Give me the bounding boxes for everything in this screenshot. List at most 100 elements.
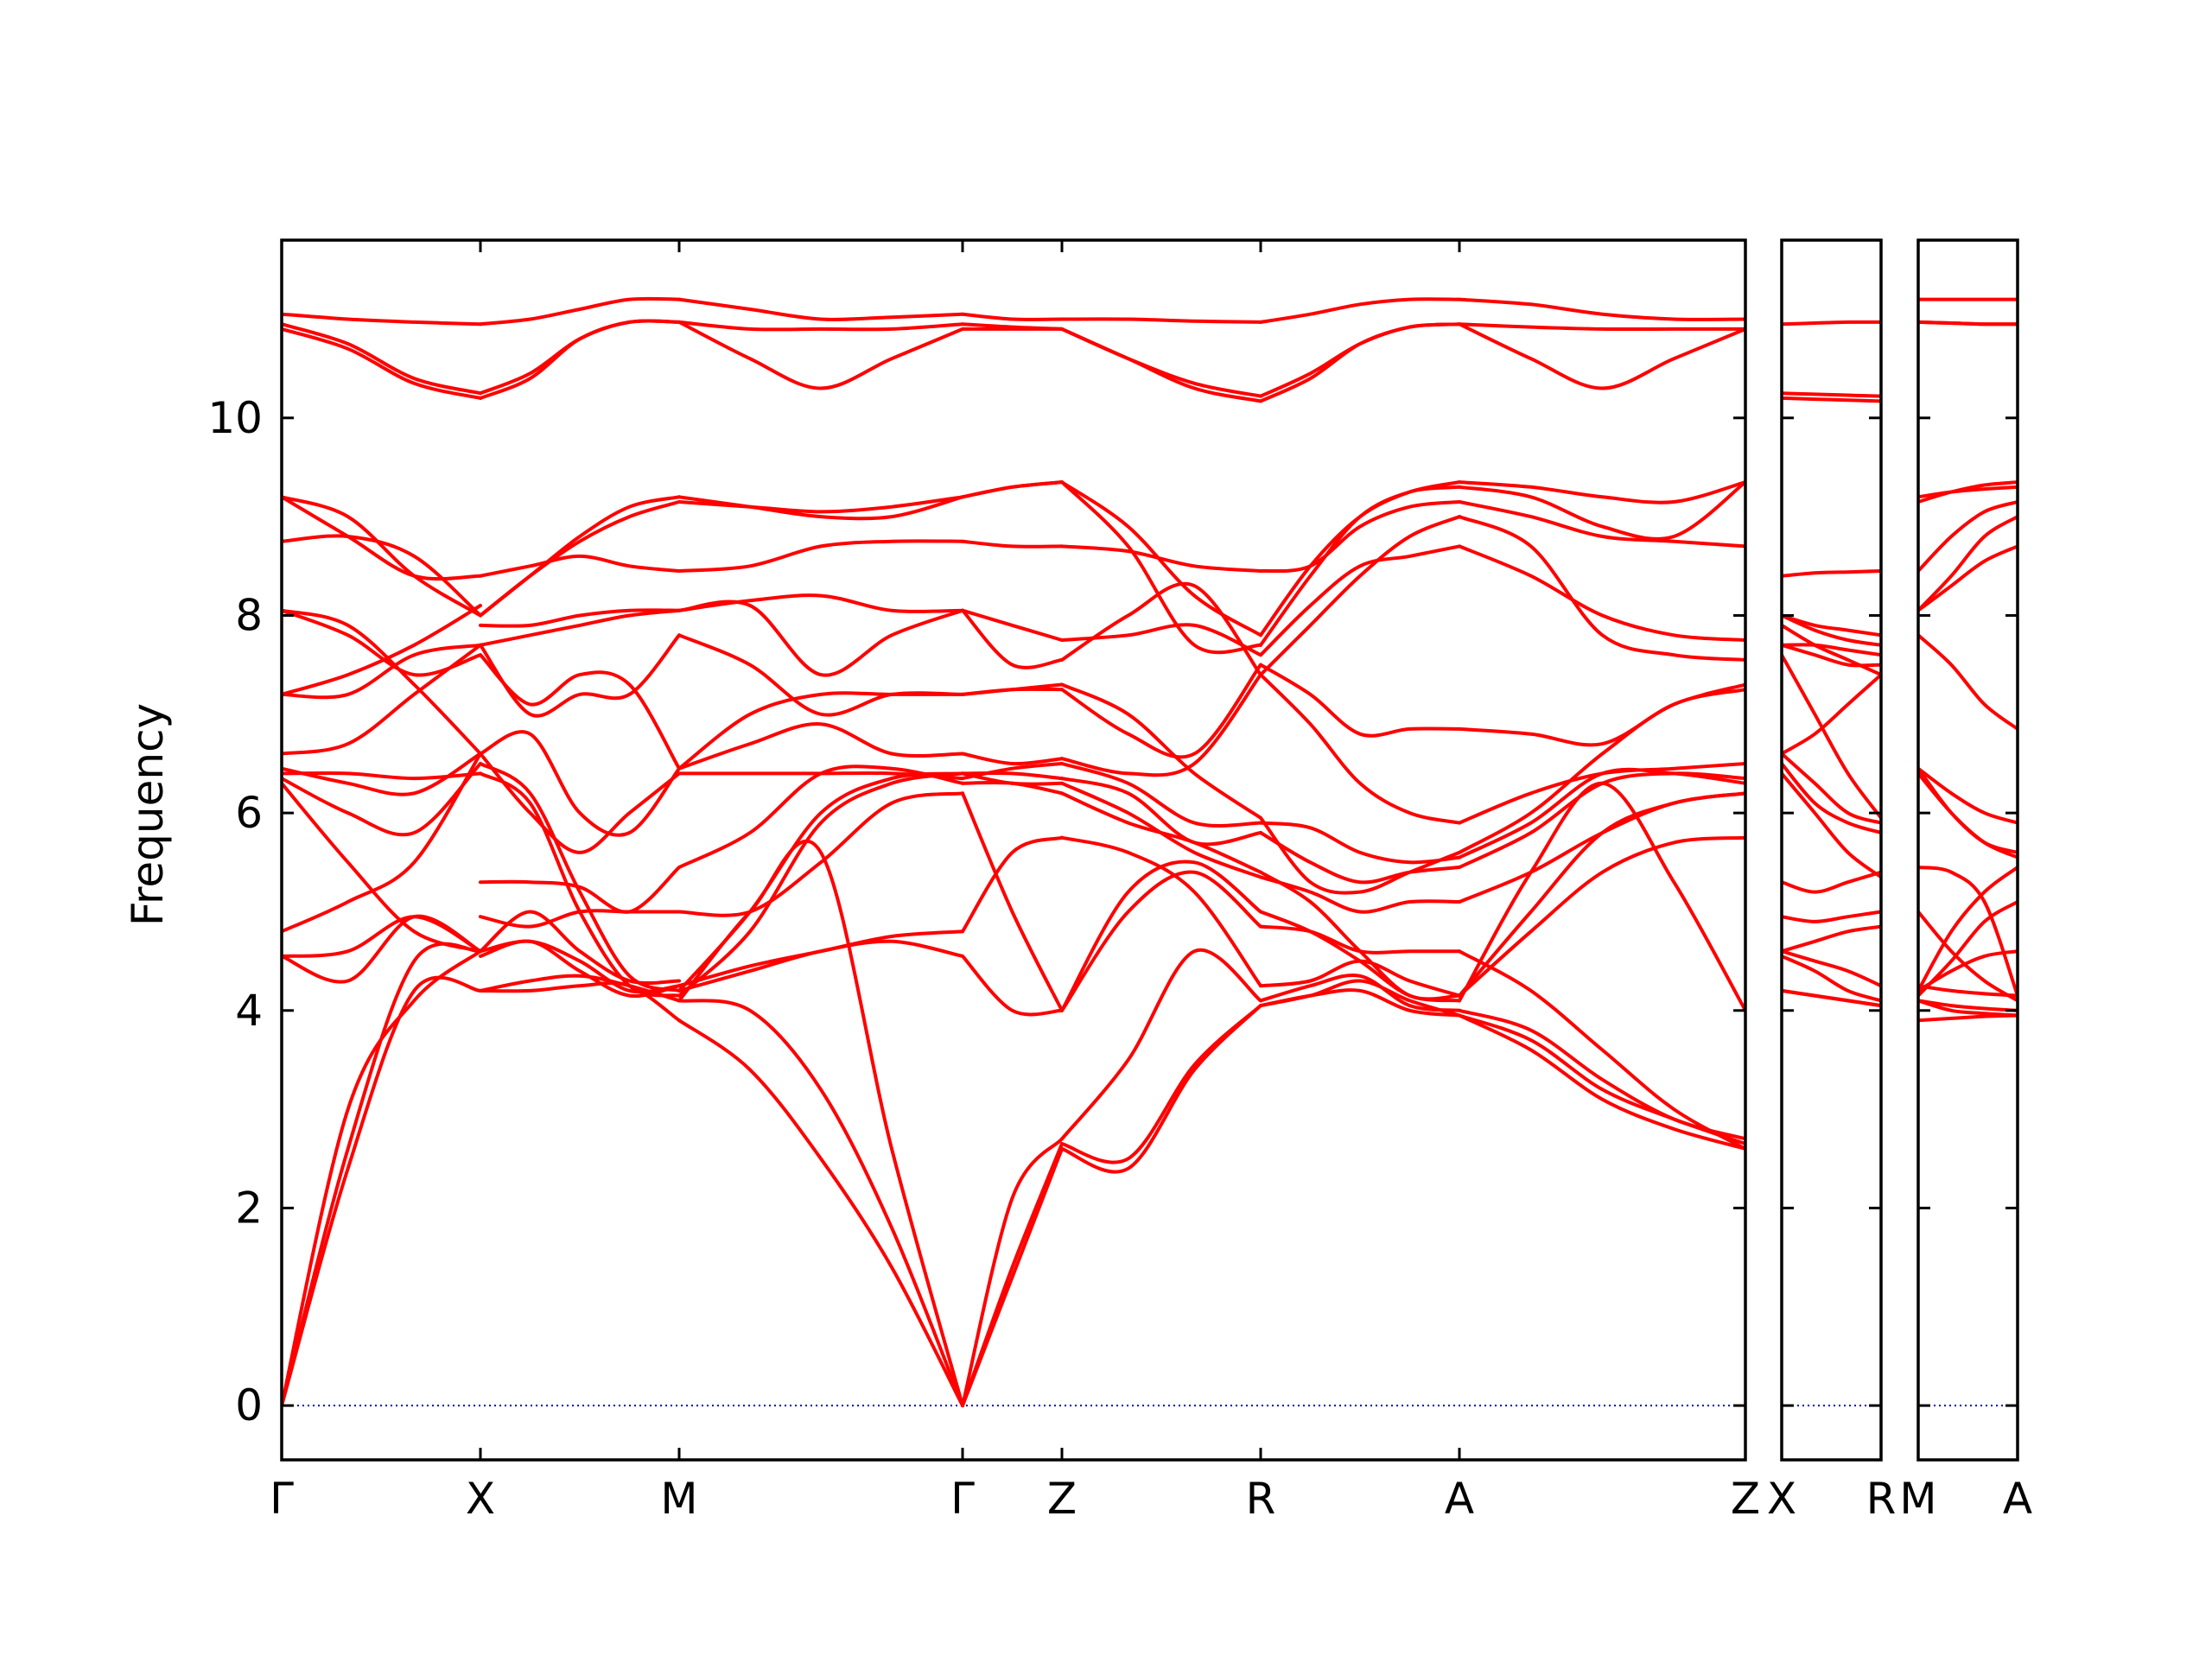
band-line	[961, 835, 1064, 934]
band-line	[1060, 870, 1262, 1012]
x-tick-label: Γ	[950, 1474, 975, 1524]
band-line	[677, 722, 964, 771]
band-line	[479, 608, 681, 647]
x-tick-label: A	[1445, 1474, 1474, 1524]
band-line	[282, 495, 482, 581]
band-line	[677, 771, 964, 993]
band-line	[961, 762, 1064, 781]
x-tick-label: M	[1899, 1474, 1936, 1524]
y-tick-label: 4	[235, 986, 263, 1036]
panel-m-a-bands	[1918, 297, 2018, 1023]
band-line	[1458, 949, 1745, 1151]
band-line	[1259, 485, 1461, 647]
band-line	[961, 687, 1064, 696]
band-line	[1918, 515, 2018, 612]
band-line	[677, 495, 964, 521]
band-line	[479, 500, 681, 618]
band-line	[1259, 322, 1461, 403]
band-line	[1060, 581, 1262, 677]
band-line	[1458, 1008, 1745, 1141]
band-line	[1060, 835, 1262, 988]
panel-m-a-frame	[1916, 238, 2019, 1462]
band-line	[961, 1137, 1064, 1408]
band-line	[1918, 866, 2018, 998]
band-line	[961, 791, 1064, 1012]
x-tick-label: X	[466, 1474, 495, 1524]
band-line	[1918, 633, 2018, 731]
band-line	[1060, 682, 1262, 820]
band-line	[479, 771, 681, 998]
band-line	[1259, 870, 1461, 1001]
band-line	[961, 1142, 1064, 1408]
band-line	[1259, 673, 1461, 825]
band-line	[282, 752, 482, 934]
band-line	[1918, 766, 2018, 825]
band-line	[677, 539, 964, 573]
band-line	[677, 999, 964, 1408]
band-line	[1458, 1013, 1745, 1151]
y-tick-label: 10	[207, 393, 263, 443]
band-line	[1782, 954, 1881, 1003]
band-line	[1458, 791, 1745, 904]
band-line	[282, 752, 482, 796]
band-line	[1782, 569, 1881, 578]
band-line	[961, 322, 1064, 331]
band-line	[1060, 317, 1262, 324]
band-line	[282, 643, 482, 700]
band-line	[479, 730, 681, 837]
band-line	[1782, 643, 1881, 668]
band-line	[1782, 924, 1881, 954]
band-line	[1259, 875, 1461, 914]
band-line	[677, 771, 964, 781]
band-line	[1259, 515, 1461, 677]
band-line	[479, 633, 681, 718]
band-line	[1918, 910, 2018, 1003]
band-line	[1782, 613, 1881, 647]
x-tick-label: R	[1866, 1474, 1897, 1524]
band-line	[1782, 623, 1881, 677]
band-line	[479, 762, 681, 993]
band-line	[1782, 762, 1881, 834]
y-tick-label: 2	[235, 1183, 263, 1233]
band-line	[479, 495, 681, 618]
band-line	[282, 534, 482, 618]
panel-x-r-frame	[1780, 238, 1883, 1462]
y-axis-label: Frequency	[123, 703, 173, 926]
band-line	[1060, 480, 1262, 655]
band-line	[1782, 752, 1881, 825]
band-line	[282, 781, 482, 954]
band-line	[282, 949, 482, 1408]
band-line	[1458, 791, 1745, 998]
band-line	[1458, 544, 1745, 642]
band-line	[1458, 781, 1745, 1012]
band-line	[1259, 500, 1461, 574]
band-line	[1782, 870, 1881, 894]
band-line	[1918, 771, 2018, 860]
band-line	[1782, 643, 1881, 657]
x-tick-label: X	[1767, 1474, 1796, 1524]
band-line	[1918, 949, 2018, 993]
band-line	[282, 327, 482, 400]
band-line	[1918, 544, 2018, 612]
band-line	[479, 752, 681, 854]
panel-main-frame	[280, 238, 1747, 1462]
band-line	[1060, 663, 1262, 759]
band-line	[1458, 480, 1745, 541]
band-line	[1918, 984, 2018, 998]
x-tick-label: Z	[1047, 1474, 1077, 1524]
band-line	[1259, 821, 1461, 865]
band-line	[282, 942, 482, 1408]
band-line	[677, 791, 964, 917]
band-line	[282, 312, 482, 327]
band-line	[479, 653, 681, 771]
x-tick-label: Z	[1731, 1474, 1760, 1524]
band-line	[961, 954, 1064, 1017]
band-line	[1060, 1004, 1262, 1164]
band-line	[1458, 322, 1745, 390]
band-line	[1782, 396, 1881, 403]
panel-main-bands	[282, 296, 1745, 1408]
band-line	[961, 539, 1064, 549]
